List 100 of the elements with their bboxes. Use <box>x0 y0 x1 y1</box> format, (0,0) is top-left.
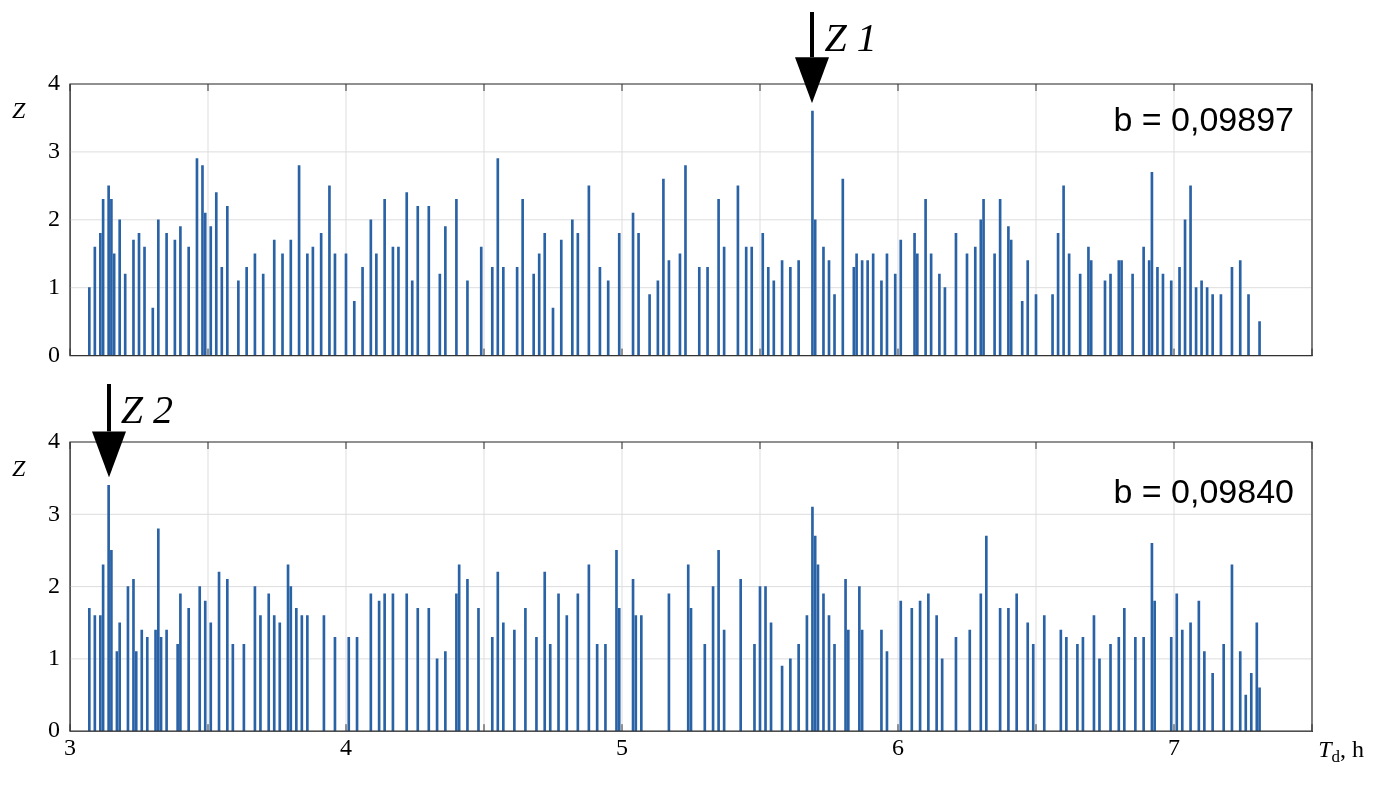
y-tick-label: 4 <box>48 69 60 96</box>
bar <box>570 219 574 356</box>
bar <box>1169 280 1173 356</box>
bar <box>1131 273 1134 356</box>
bar <box>684 165 687 356</box>
bar <box>352 300 356 356</box>
bar <box>1255 622 1259 732</box>
bar <box>118 622 122 732</box>
bar <box>225 205 229 356</box>
bar <box>910 607 914 732</box>
bar <box>1109 644 1112 732</box>
bar <box>1007 607 1010 732</box>
bar <box>639 615 643 732</box>
y-axis-title: Z <box>12 97 26 124</box>
bar <box>1026 622 1030 732</box>
bar <box>764 586 767 732</box>
bar <box>938 273 941 356</box>
bar <box>220 267 224 356</box>
bar <box>187 246 191 356</box>
bar <box>1142 246 1145 356</box>
bar <box>797 644 800 732</box>
bar <box>686 564 690 732</box>
y-tick-label: 0 <box>48 340 60 367</box>
bar <box>375 253 378 356</box>
bar <box>267 593 271 732</box>
bar <box>984 535 988 732</box>
bar <box>490 636 494 732</box>
bar <box>822 593 825 732</box>
bar <box>156 219 160 356</box>
bar <box>1189 622 1192 732</box>
bar <box>797 260 800 356</box>
bar <box>209 226 213 356</box>
bar <box>1076 644 1079 732</box>
bar <box>1203 651 1206 732</box>
bar <box>703 644 707 732</box>
bar <box>521 199 524 356</box>
bar <box>524 607 527 732</box>
bar <box>717 199 720 356</box>
bar <box>225 579 229 732</box>
bar <box>535 636 538 732</box>
bar <box>899 600 903 732</box>
bar <box>496 158 500 356</box>
bar <box>1211 294 1214 356</box>
bar <box>1180 629 1184 732</box>
bar <box>753 644 756 732</box>
bar <box>201 165 204 356</box>
bar <box>1117 636 1121 732</box>
bar <box>717 550 720 732</box>
bar <box>789 267 792 356</box>
bar <box>833 294 836 356</box>
bar <box>383 199 386 356</box>
bar <box>858 586 861 732</box>
y-tick-label: 1 <box>48 273 60 299</box>
bar <box>880 280 883 356</box>
bar <box>565 615 569 732</box>
bar <box>140 629 144 732</box>
bar <box>156 528 160 732</box>
bar <box>501 622 505 732</box>
bar <box>87 287 91 356</box>
bar <box>107 185 110 356</box>
bar <box>979 593 983 732</box>
bar <box>822 246 825 356</box>
bar <box>466 579 469 732</box>
bar <box>427 607 431 732</box>
annotation: b = 0,09840 <box>1113 472 1294 511</box>
bar <box>1142 636 1145 732</box>
bar <box>648 294 651 356</box>
bar <box>1258 321 1261 356</box>
bar <box>405 192 409 356</box>
bar <box>490 267 494 356</box>
bar <box>118 219 122 356</box>
bar <box>927 593 930 732</box>
bar <box>1178 267 1181 356</box>
bar <box>1065 636 1068 732</box>
x-tick-label: 4 <box>340 733 352 760</box>
bar <box>1117 260 1121 356</box>
bar <box>913 233 916 356</box>
bar <box>866 260 869 356</box>
bar <box>198 586 202 732</box>
bar <box>559 239 563 356</box>
bar <box>410 280 414 356</box>
bar <box>272 615 276 732</box>
bar <box>444 651 447 732</box>
y-axis-title: Z <box>12 455 26 482</box>
bar <box>1211 673 1214 732</box>
bar <box>479 246 483 356</box>
bar <box>1109 273 1112 356</box>
bar <box>706 267 709 356</box>
bar <box>361 267 364 356</box>
bar <box>532 273 536 356</box>
bar <box>165 629 168 732</box>
bar <box>1062 185 1065 356</box>
bar <box>123 273 127 356</box>
bar <box>537 253 541 356</box>
bar <box>416 205 420 356</box>
bar <box>855 253 858 356</box>
bar <box>1120 260 1123 356</box>
bar <box>214 192 218 356</box>
bar <box>272 239 276 356</box>
bar <box>294 607 298 732</box>
